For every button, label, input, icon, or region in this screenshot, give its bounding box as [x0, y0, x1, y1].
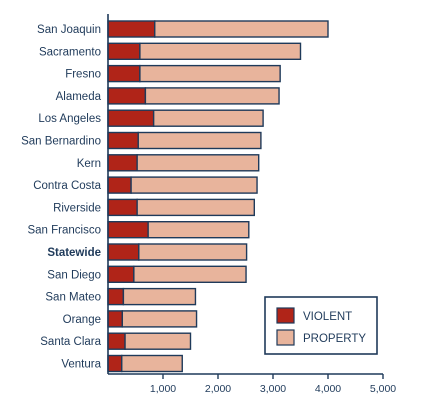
bars	[107, 20, 329, 373]
bar-property-san-mateo	[122, 287, 197, 306]
category-label-san-diego: San Diego	[47, 269, 101, 281]
category-label-los-angeles: Los Angeles	[38, 113, 101, 125]
bar-violent-san-diego	[107, 265, 135, 283]
bar-violent-alameda	[107, 87, 147, 105]
bar-violent-los-angeles	[107, 109, 155, 127]
x-tick-label-2000: 2,000	[205, 383, 231, 395]
category-label-san-mateo: San Mateo	[45, 292, 101, 304]
category-label-ventura: Ventura	[61, 359, 101, 371]
bar-violent-orange	[107, 310, 124, 328]
bar-property-los-angeles	[152, 109, 264, 127]
bar-property-riverside	[136, 198, 255, 217]
category-label-fresno: Fresno	[65, 69, 101, 81]
category-label-contra-costa: Contra Costa	[33, 180, 101, 192]
bar-property-alameda	[144, 87, 280, 105]
bar-violent-ventura	[107, 354, 123, 373]
category-label-alameda: Alameda	[56, 91, 102, 103]
legend-swatch-violent	[276, 307, 295, 324]
bar-property-san-diego	[133, 265, 247, 283]
legend-label-property: PROPERTY	[303, 333, 366, 345]
bar-property-contra-costa	[130, 176, 258, 194]
bar-violent-fresno	[107, 64, 141, 83]
category-labels: San Joaquin Sacramento Fresno Alameda Los An…	[21, 24, 102, 371]
bar-violent-kern	[107, 154, 138, 172]
bar-property-fresno	[139, 64, 281, 83]
bar-violent-contra-costa	[107, 176, 132, 194]
bar-property-statewide	[138, 243, 248, 261]
bar-violent-riverside	[107, 198, 138, 217]
category-label-san-bernardino: San Bernardino	[21, 136, 101, 148]
bar-property-orange	[121, 310, 198, 328]
bar-property-san-joaquin	[154, 20, 329, 38]
legend-label-violent: VIOLENT	[303, 311, 352, 323]
x-tick-label-3000: 3,000	[260, 383, 286, 395]
legend-swatch-property	[276, 329, 295, 346]
category-label-orange: Orange	[63, 314, 101, 326]
x-tick-label-4000: 4,000	[315, 383, 341, 395]
x-axis: 1,000 2,000 3,000 4,000 5,000	[107, 14, 396, 395]
bar-violent-san-joaquin	[107, 20, 156, 38]
bar-property-santa-clara	[124, 332, 192, 350]
legend: VIOLENT PROPERTY	[264, 296, 378, 355]
x-tick-label-1000: 1,000	[150, 383, 176, 395]
category-label-santa-clara: Santa Clara	[40, 336, 101, 348]
bar-violent-statewide	[107, 243, 140, 261]
bar-property-ventura	[121, 354, 183, 373]
category-label-san-joaquin: San Joaquin	[37, 24, 101, 36]
category-label-sacramento: Sacramento	[39, 46, 101, 58]
bar-property-san-francisco	[147, 220, 250, 239]
category-label-riverside: Riverside	[53, 202, 101, 214]
bar-property-san-bernardino	[137, 131, 262, 150]
bar-property-kern	[136, 154, 260, 172]
bar-violent-san-francisco	[107, 220, 149, 239]
bar-violent-san-bernardino	[107, 131, 139, 150]
category-label-san-francisco: San Francisco	[27, 225, 101, 237]
category-label-kern: Kern	[77, 158, 101, 170]
category-label-statewide: Statewide	[47, 247, 101, 259]
bar-violent-san-mateo	[107, 287, 125, 306]
bar-violent-sacramento	[107, 42, 141, 60]
bar-property-sacramento	[139, 42, 302, 60]
x-tick-label-5000: 5,000	[370, 383, 396, 395]
bar-violent-santa-clara	[107, 332, 126, 350]
